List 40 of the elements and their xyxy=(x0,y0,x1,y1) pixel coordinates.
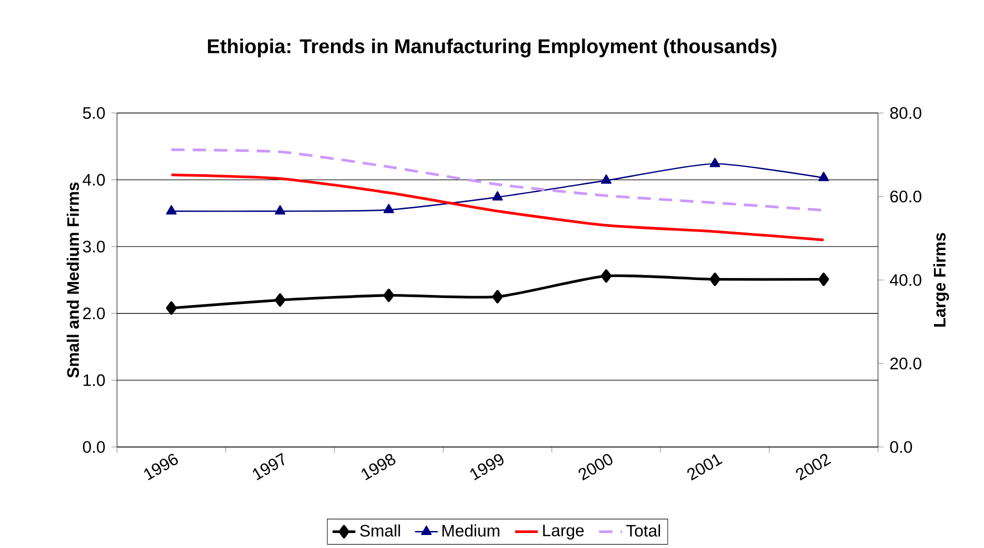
point xyxy=(818,272,829,286)
x-tick-label: 1997 xyxy=(252,452,284,480)
line-series xyxy=(170,173,825,242)
y2-tick-label: 0.0 xyxy=(890,441,912,453)
point xyxy=(274,205,286,215)
x-tick-label: 1998 xyxy=(362,454,396,480)
y-tick-label: 2.0 xyxy=(83,308,105,320)
y-tick-label: 5.0 xyxy=(82,107,105,119)
y-axis-title: Small and Medium Firms xyxy=(66,182,79,378)
point xyxy=(600,174,612,184)
y-tick-label: 1.0 xyxy=(84,374,105,386)
y-tick-label: 4.0 xyxy=(82,174,105,186)
x-tick-label: 2001 xyxy=(687,454,723,480)
y-tick-label: 3.0 xyxy=(82,240,105,252)
y2-tick-label: 20.0 xyxy=(890,358,922,370)
point xyxy=(384,204,394,214)
y2-tick-label: 40.0 xyxy=(890,274,922,286)
y2-axis-title: Large Firms xyxy=(933,232,949,327)
point xyxy=(710,272,720,286)
legend-label: Large xyxy=(543,524,584,540)
point xyxy=(383,288,394,302)
legend-label: Medium xyxy=(442,524,500,537)
point xyxy=(710,158,720,168)
point xyxy=(492,191,503,200)
point xyxy=(166,301,177,315)
legend-label: Total xyxy=(626,524,660,537)
point xyxy=(600,269,612,283)
chart-title: Ethiopia: Trends in Manufacturing Employment (thousands) xyxy=(208,38,776,58)
x-tick-label: 2002 xyxy=(796,454,832,480)
y-tick-label: 0.0 xyxy=(82,441,105,453)
point xyxy=(818,172,829,182)
legend-label: Small xyxy=(360,524,400,537)
x-tick-label: 1996 xyxy=(144,454,178,480)
point xyxy=(166,205,177,215)
x-tick-label: 1999 xyxy=(470,454,504,480)
y2-tick-label: 60.0 xyxy=(890,190,922,202)
y2-tick-label: 80.0 xyxy=(890,107,922,119)
point xyxy=(274,293,286,307)
point xyxy=(492,290,503,304)
x-tick-label: 2000 xyxy=(578,454,612,480)
